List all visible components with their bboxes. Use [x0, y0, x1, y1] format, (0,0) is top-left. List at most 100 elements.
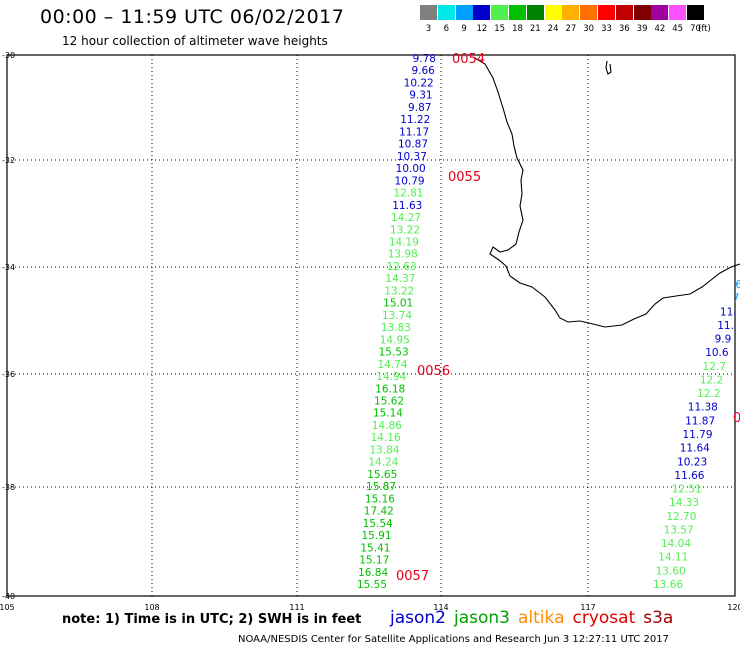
- wave-height-label: 10.79: [395, 175, 425, 187]
- map-frame: [6, 54, 736, 597]
- credit-line: NOAA/NESDIS Center for Satellite Applica…: [238, 634, 669, 645]
- wave-height-label: 15.91: [361, 530, 391, 542]
- lon-tick-label: 105: [0, 603, 15, 612]
- wave-height-label: 14.94: [376, 371, 406, 383]
- legend-swatch-33: [598, 5, 615, 20]
- lon-tick-label: 111: [289, 603, 304, 612]
- lon-tick-label: 108: [144, 603, 159, 612]
- satellite-jason2: jason2: [390, 608, 446, 628]
- lat-tick-label: -40: [2, 592, 15, 601]
- legend-label-12: 12: [476, 24, 488, 34]
- legend-swatch-3: [420, 5, 437, 20]
- legend-swatch-12: [473, 5, 491, 20]
- wave-height-label: 15.87: [366, 481, 396, 493]
- wave-height-label: 10.22: [404, 77, 434, 89]
- altimeter-track-a: 9.789.6610.229.319.8711.2211.1710.8710.3…: [357, 52, 485, 591]
- wave-height-label: 13.22: [390, 224, 420, 236]
- wave-height-label: 10.00: [396, 163, 426, 175]
- legend-label-27: 27: [565, 24, 577, 34]
- wave-height-label: 10.6: [705, 347, 729, 359]
- legend-swatch-42: [651, 5, 669, 20]
- legend-swatch-27: [562, 5, 580, 20]
- wave-height-label: 16.84: [358, 567, 388, 579]
- wave-height-label: 10.37: [397, 151, 427, 163]
- wave-height-label: 14.19: [389, 236, 419, 248]
- wave-height-label: 13.84: [369, 444, 399, 456]
- lon-tick-label: 120: [727, 603, 740, 612]
- wave-height-label: 12.2: [700, 374, 723, 386]
- wave-height-label: 12.7: [703, 361, 726, 373]
- wave-height-label: 15.53: [379, 347, 409, 359]
- legend-label-36: 36: [618, 24, 630, 34]
- lat-tick-label: -30: [2, 51, 15, 60]
- wave-height-label: 11.63: [392, 200, 422, 212]
- wave-height-label: 17.42: [364, 506, 394, 518]
- legend-swatch-21: [526, 5, 544, 20]
- legend-label-3: 3: [425, 24, 432, 34]
- legend-label-33: 33: [601, 24, 612, 34]
- legend-label-18: 18: [512, 24, 523, 34]
- wave-height-label: 12.81: [393, 188, 423, 200]
- wave-height-label: 11.79: [682, 429, 712, 441]
- wave-height-label: 14.16: [371, 432, 401, 444]
- lat-tick-label: -36: [2, 370, 15, 379]
- satellite-legend: jason2 jason3 altika cryosat s3a: [390, 608, 681, 628]
- wave-height-label: 11.38: [688, 402, 718, 414]
- legend-label-6: 6: [443, 24, 449, 34]
- satellite-altika: altika: [518, 608, 565, 628]
- legend-label-30: 30: [583, 24, 595, 34]
- wave-height-label: 14.33: [669, 497, 699, 509]
- pass-time-label: 0055: [448, 170, 481, 185]
- legend-swatch-18: [509, 5, 526, 20]
- wave-height-label: 14.86: [372, 420, 402, 432]
- satellite-cryosat: cryosat: [572, 608, 636, 628]
- legend-swatch-30: [580, 5, 598, 20]
- legend-unit: (ft): [698, 24, 711, 34]
- wave-height-label: 14.24: [368, 457, 398, 469]
- island-north: [605, 60, 612, 75]
- wave-height-label: 9.66: [411, 65, 435, 77]
- wave-height-label: 15.17: [359, 555, 389, 567]
- lat-tick-label: -38: [2, 483, 15, 492]
- wave-height-label: 15.54: [363, 518, 393, 530]
- wave-height-label: 11.64: [680, 443, 710, 455]
- legend-label-24: 24: [547, 24, 559, 34]
- pass-time-label: 0056: [417, 364, 450, 379]
- wave-height-label: 13.66: [653, 579, 683, 591]
- legend-swatch-39: [633, 5, 651, 20]
- satellite-s3a: s3a: [643, 608, 674, 628]
- footnote: note: 1) Time is in UTC; 2) SWH is in fe…: [62, 612, 362, 627]
- legend-label-21: 21: [529, 24, 541, 34]
- wave-height-label: 14.74: [377, 359, 407, 371]
- wave-height-label: 11.87: [685, 415, 715, 427]
- wave-height-label: 15.65: [367, 469, 397, 481]
- lon-tick-label: 117: [580, 603, 595, 612]
- wave-height-label: 11.66: [674, 470, 704, 482]
- graticule: [7, 55, 735, 596]
- edge-mark: 0: [733, 411, 740, 426]
- wave-height-label: 6: [735, 279, 740, 291]
- wave-height-label: 11.17: [399, 126, 429, 138]
- legend-swatch-24: [544, 5, 562, 20]
- wave-height-label: 13.22: [384, 285, 414, 297]
- legend-swatch-70: [687, 5, 704, 20]
- wave-height-label: 13.74: [382, 310, 412, 322]
- wave-height-label: 11.: [717, 320, 734, 332]
- axis-ticks: -30 -32 -34 -36 -38 -40 105 108 111 114 117 120: [0, 51, 740, 612]
- lat-tick-label: -32: [2, 156, 15, 165]
- pass-time-label: 0054: [452, 52, 485, 67]
- wave-height-label: 13.57: [664, 524, 694, 536]
- legend-label-70: 70: [690, 24, 701, 34]
- wave-height-label: 14.37: [385, 273, 415, 285]
- satellite-jason3: jason3: [454, 608, 510, 628]
- legend-swatch-45: [669, 5, 687, 20]
- wave-height-label: 15.14: [373, 408, 403, 420]
- wave-height-label: 16.18: [375, 383, 405, 395]
- wave-height-label: 9.87: [408, 102, 431, 114]
- wave-height-label: 13.98: [388, 249, 418, 261]
- wave-height-label: 15.55: [357, 579, 387, 591]
- legend-label-42: 42: [654, 24, 666, 34]
- wave-height-label: 15.41: [360, 542, 390, 554]
- wave-height-label: 10.87: [398, 139, 428, 151]
